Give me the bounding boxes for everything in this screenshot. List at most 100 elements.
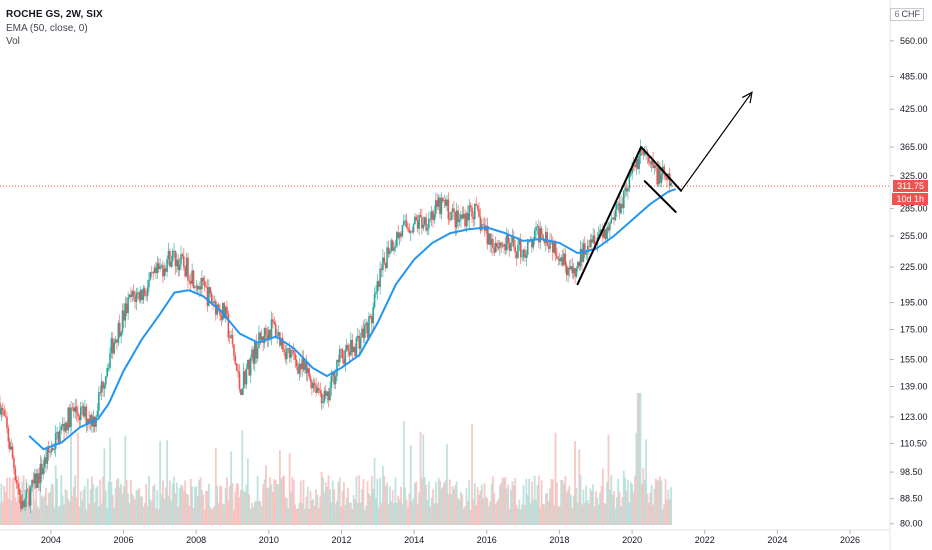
volume-bar <box>387 504 390 525</box>
candle-body <box>260 336 263 340</box>
candle-body <box>38 473 40 484</box>
projection-arrow-line[interactable] <box>680 91 753 192</box>
volume-bar <box>174 493 177 525</box>
volume-bar <box>514 477 517 525</box>
volume-bar <box>301 503 304 525</box>
candle-body <box>231 334 234 345</box>
volume-bar <box>544 493 547 525</box>
candle-body <box>230 334 232 339</box>
flagpole-line[interactable] <box>576 146 643 286</box>
candle-body <box>511 236 514 243</box>
candle-body <box>457 210 459 222</box>
volume-bar <box>379 477 382 525</box>
volume-bar <box>231 483 234 525</box>
candle-body <box>241 388 244 395</box>
candle-body <box>153 267 156 274</box>
candle-body <box>88 418 90 424</box>
volume-bar <box>102 476 104 525</box>
volume-bar <box>532 499 535 525</box>
volume-bar <box>375 498 377 525</box>
candle-body <box>482 224 484 226</box>
candle-body <box>514 246 516 253</box>
price-tick-label: 425.00 <box>900 104 928 114</box>
candle-body <box>426 228 429 231</box>
volume-bar <box>35 483 38 525</box>
candle-body <box>525 254 528 258</box>
volume-bars <box>0 393 673 525</box>
chart-legend: ROCHE GS, 2W, SIX EMA (50, close, 0) Vol <box>6 8 103 49</box>
candle-body <box>141 289 143 300</box>
volume-bar <box>227 500 230 525</box>
volume-bar <box>572 495 575 525</box>
volume-bar <box>567 489 569 525</box>
volume-bar <box>246 458 249 525</box>
volume-bar <box>642 467 645 525</box>
volume-bar <box>383 475 386 525</box>
candle-body <box>292 350 295 354</box>
candle-body <box>577 262 579 269</box>
volume-indicator-label[interactable]: Vol <box>6 36 20 47</box>
volume-bar <box>244 491 246 525</box>
candle-body <box>538 226 540 243</box>
candle-body <box>262 336 264 344</box>
volume-bar <box>258 500 260 525</box>
candle-body <box>280 338 283 346</box>
volume-bar <box>202 494 205 525</box>
candle-body <box>390 240 393 251</box>
candle-body <box>432 211 434 221</box>
volume-bar <box>265 465 267 525</box>
candle-body <box>81 406 83 408</box>
ema-indicator-label[interactable]: EMA (50, close, 0) <box>6 22 88 34</box>
candle-body <box>649 162 652 165</box>
volume-bar <box>184 480 187 525</box>
volume-bar <box>72 486 75 525</box>
volume-bar <box>0 483 3 525</box>
candle-body <box>117 322 120 343</box>
volume-bar <box>131 493 134 525</box>
volume-bar <box>213 505 216 525</box>
candle-body <box>249 358 252 376</box>
flag-upper-line[interactable] <box>640 146 683 192</box>
flag-lower-line[interactable] <box>643 180 677 213</box>
volume-bar <box>398 499 401 525</box>
volume-bar <box>99 479 102 525</box>
volume-bar <box>11 478 14 525</box>
volume-bar <box>380 502 383 525</box>
volume-bar <box>187 494 189 525</box>
volume-bar <box>36 506 39 525</box>
candle-body <box>220 315 223 320</box>
volume-bar <box>416 504 419 525</box>
flag-drawing[interactable] <box>576 91 753 286</box>
bar-countdown-tag: 10d 1h <box>892 193 928 206</box>
volume-bar <box>539 507 542 525</box>
candle-body <box>536 226 539 228</box>
volume-bar <box>340 506 343 525</box>
volume-bar <box>656 480 659 525</box>
symbol-title[interactable]: ROCHE GS, 2W, SIX <box>6 9 103 20</box>
volume-bar <box>299 480 302 525</box>
time-axis[interactable]: 2004 2006 2008 2010 2012 2014 2016 2018 2020 2022… <box>0 529 890 545</box>
volume-bar <box>441 486 444 525</box>
candle-body <box>286 348 288 360</box>
volume-bar <box>458 499 461 525</box>
candle-body <box>203 281 206 287</box>
candle-body <box>43 457 46 468</box>
candle-body <box>11 446 14 459</box>
candle-body <box>27 490 29 492</box>
volume-bar <box>640 483 643 525</box>
volume-bar <box>485 496 487 525</box>
currency-badge[interactable]: 6 CHF <box>890 8 924 21</box>
volume-bar <box>652 504 654 525</box>
candle-body <box>454 211 457 228</box>
volume-bar <box>519 509 522 525</box>
candle-body <box>202 277 205 282</box>
candle-body <box>35 473 38 488</box>
candle-body <box>494 243 497 253</box>
volume-bar <box>107 481 110 525</box>
price-axis[interactable]: 560.00 485.00 425.00 365.00 325.00 285.00 255.… <box>890 36 928 529</box>
volume-bar <box>53 507 56 525</box>
volume-bar <box>295 508 298 525</box>
candle-body <box>245 369 248 385</box>
volume-bar <box>447 494 450 525</box>
